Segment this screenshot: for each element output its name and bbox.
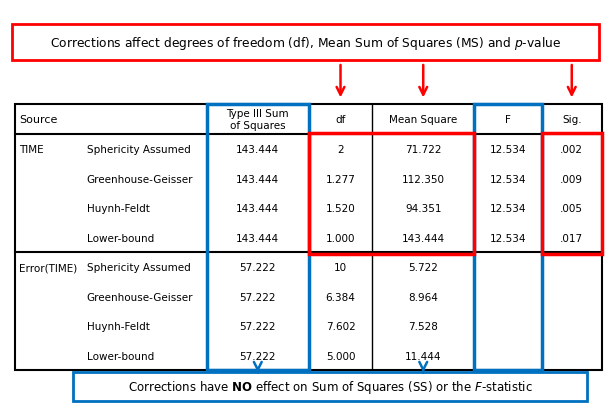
Text: Corrections have $\mathbf{NO}$ effect on Sum of Squares (SS) or the $F$-statisti: Corrections have $\mathbf{NO}$ effect on… [128, 378, 532, 395]
Text: .017: .017 [560, 233, 584, 243]
FancyBboxPatch shape [12, 25, 599, 61]
Text: 5.722: 5.722 [408, 263, 438, 272]
Text: 143.444: 143.444 [236, 204, 279, 213]
Text: Type III Sum
of Squares: Type III Sum of Squares [227, 109, 289, 130]
Text: Corrections affect degrees of freedom (df), Mean Sum of Squares (MS) and $p$-val: Corrections affect degrees of freedom (d… [50, 34, 561, 52]
Text: F: F [505, 115, 511, 125]
Text: 71.722: 71.722 [405, 145, 442, 155]
Text: 12.534: 12.534 [489, 145, 526, 155]
Text: 112.350: 112.350 [402, 174, 445, 184]
Text: 94.351: 94.351 [405, 204, 442, 213]
Text: 7.528: 7.528 [408, 321, 438, 331]
FancyBboxPatch shape [73, 372, 587, 401]
Text: 2: 2 [337, 145, 344, 155]
Text: 1.520: 1.520 [326, 204, 356, 213]
Text: 57.222: 57.222 [240, 263, 276, 272]
Bar [15, 104, 602, 371]
Text: Mean Square: Mean Square [389, 115, 458, 125]
Text: 143.444: 143.444 [236, 174, 279, 184]
Text: Huynh-Feldt: Huynh-Feldt [87, 321, 150, 331]
Bar [207, 104, 309, 371]
Text: 7.602: 7.602 [326, 321, 356, 331]
Text: df: df [335, 115, 346, 125]
Bar [474, 104, 542, 371]
Text: 143.444: 143.444 [236, 233, 279, 243]
Text: Sig.: Sig. [562, 115, 582, 125]
Text: 10: 10 [334, 263, 347, 272]
Bar [309, 134, 474, 254]
Text: 1.000: 1.000 [326, 233, 355, 243]
Text: Source: Source [19, 115, 57, 125]
Text: 1.277: 1.277 [326, 174, 356, 184]
Text: 143.444: 143.444 [236, 145, 279, 155]
Text: 11.444: 11.444 [405, 351, 442, 361]
Text: Error(TIME): Error(TIME) [19, 263, 77, 272]
Text: 12.534: 12.534 [489, 174, 526, 184]
Text: 143.444: 143.444 [401, 233, 445, 243]
Text: 12.534: 12.534 [489, 233, 526, 243]
Text: 8.964: 8.964 [408, 292, 438, 302]
Text: 6.384: 6.384 [326, 292, 356, 302]
Bar [542, 134, 602, 254]
Text: .005: .005 [560, 204, 584, 213]
Text: 57.222: 57.222 [240, 292, 276, 302]
Text: 12.534: 12.534 [489, 204, 526, 213]
Text: 57.222: 57.222 [240, 321, 276, 331]
Text: Lower-bound: Lower-bound [87, 351, 154, 361]
Text: Greenhouse-Geisser: Greenhouse-Geisser [87, 174, 193, 184]
Text: Sphericity Assumed: Sphericity Assumed [87, 263, 191, 272]
Text: Greenhouse-Geisser: Greenhouse-Geisser [87, 292, 193, 302]
Text: 5.000: 5.000 [326, 351, 355, 361]
Text: TIME: TIME [19, 145, 43, 155]
Text: Sphericity Assumed: Sphericity Assumed [87, 145, 191, 155]
Text: .009: .009 [560, 174, 584, 184]
Text: Lower-bound: Lower-bound [87, 233, 154, 243]
Text: Huynh-Feldt: Huynh-Feldt [87, 204, 150, 213]
Text: .002: .002 [560, 145, 584, 155]
Text: 57.222: 57.222 [240, 351, 276, 361]
